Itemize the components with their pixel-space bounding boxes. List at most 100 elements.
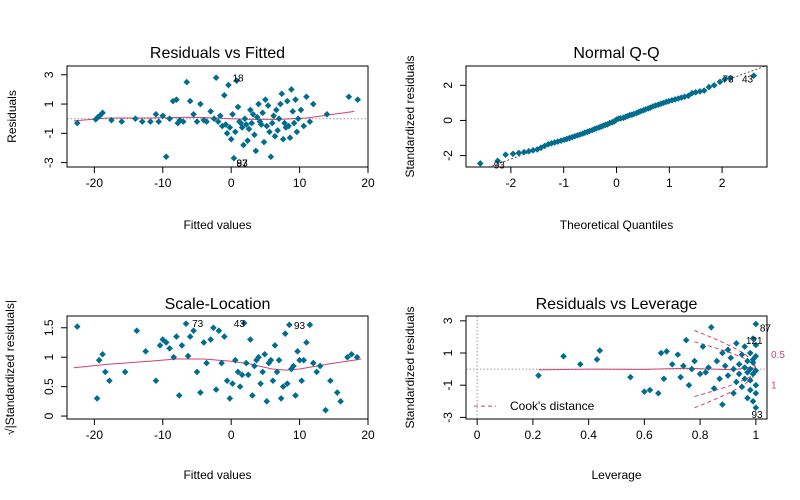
data-point [593, 125, 600, 132]
data-point [700, 87, 708, 94]
data-point [705, 364, 712, 371]
panel-4: 87 121 93 0 0.2 0.4 0.6 0.8 1 -3 -1 1 3 Residuals vs … [403, 296, 785, 482]
x-tick-label: 20 [361, 428, 375, 442]
data-point [73, 323, 81, 330]
data-point [535, 372, 542, 379]
x-axis-label: Leverage [591, 468, 641, 482]
data-point [283, 97, 291, 105]
y-tick-label: -2 [441, 150, 455, 161]
data-point [274, 127, 281, 134]
x-tick-label: 0.8 [692, 428, 709, 442]
plot-frame [66, 65, 369, 168]
data-point [173, 333, 180, 340]
point-label: 93 [494, 160, 506, 171]
data-point [306, 118, 314, 125]
data-point [259, 368, 266, 376]
data-point [738, 351, 746, 358]
data-point [300, 356, 307, 364]
y-tick-label: 0 [441, 117, 455, 124]
data-point [234, 103, 242, 111]
data-point [138, 118, 146, 125]
data-point [286, 321, 293, 329]
data-point [303, 339, 310, 346]
data-point [752, 352, 760, 360]
data-point [108, 116, 115, 124]
x-tick-label: 0 [228, 176, 235, 190]
data-point [267, 356, 275, 364]
data-point [520, 148, 528, 156]
data-point [241, 115, 249, 122]
data-point [183, 78, 191, 86]
data-point [292, 96, 299, 103]
data-point [207, 108, 214, 115]
data-point [696, 88, 704, 95]
data-point [262, 96, 269, 103]
data-point [660, 375, 668, 383]
data-point [529, 147, 537, 154]
data-point [515, 149, 523, 157]
data-point [166, 345, 173, 352]
legend-label: Cook's distance [510, 399, 595, 413]
data-point [229, 380, 236, 387]
data-point [298, 377, 305, 385]
y-tick-label: 0 [42, 412, 56, 419]
data-point [476, 160, 484, 167]
cooks-contour-label: 1 [771, 380, 777, 391]
x-tick-label: 10 [293, 176, 307, 190]
data-point [166, 115, 173, 122]
data-point [264, 102, 272, 109]
data-point [156, 342, 164, 349]
y-tick-label: 1 [42, 354, 56, 361]
data-point [255, 353, 262, 361]
y-tick-label: -1 [42, 128, 56, 139]
data-point [223, 377, 231, 385]
data-point [179, 118, 187, 125]
data-point [186, 97, 194, 105]
data-point [269, 377, 277, 385]
point-label: 43 [234, 319, 246, 330]
x-axis-label: Fitted values [183, 468, 251, 482]
data-point [297, 106, 305, 114]
data-point [735, 360, 743, 368]
data-point [557, 137, 565, 144]
y-tick-label: 1 [441, 349, 455, 356]
data-point [229, 111, 236, 118]
data-point [251, 131, 258, 139]
data-point [248, 119, 256, 127]
data-point [222, 121, 230, 128]
cooks-distance-contour [694, 369, 757, 397]
y-tick-label: -3 [441, 412, 455, 423]
data-point [278, 90, 286, 98]
point-label: 93 [751, 410, 763, 421]
data-point [159, 112, 167, 120]
y-axis-label: Standardized residuals [403, 55, 417, 177]
data-point [275, 115, 283, 122]
data-point [197, 100, 204, 108]
data-point [685, 381, 693, 389]
data-point [724, 372, 732, 379]
data-point [509, 150, 517, 158]
plot-area [67, 74, 368, 162]
data-point [152, 377, 160, 385]
data-point [182, 320, 190, 327]
data-point [353, 353, 361, 361]
data-point [238, 124, 246, 131]
point-label: 18 [232, 74, 244, 85]
data-point [746, 349, 754, 357]
data-point [279, 135, 287, 143]
data-point [674, 351, 682, 358]
x-tick-label: 0.6 [636, 428, 653, 442]
data-point [306, 321, 314, 329]
data-point [279, 383, 287, 390]
data-point [646, 104, 654, 111]
data-point [752, 320, 760, 328]
data-point [323, 111, 331, 118]
x-tick-label: 0.4 [580, 428, 597, 442]
data-point [663, 348, 670, 355]
data-point [696, 370, 704, 378]
data-point [200, 116, 208, 124]
data-point [193, 118, 201, 125]
data-point [197, 389, 204, 396]
plot-area [73, 319, 362, 414]
